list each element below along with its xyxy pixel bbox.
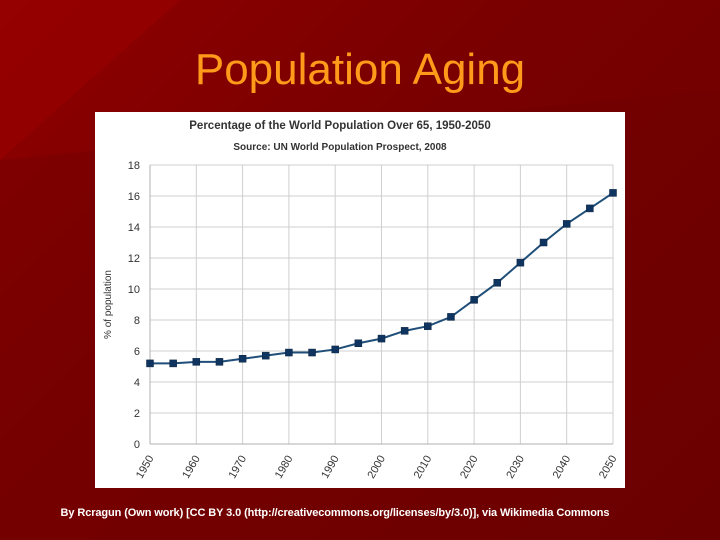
grid-lines <box>149 164 614 445</box>
chart-panel: Percentage of the World Population Over … <box>95 112 625 488</box>
x-tick-label: 1950 <box>134 454 157 481</box>
data-point <box>238 355 247 363</box>
chart-subtitle: Source: UN World Population Prospect, 20… <box>233 142 447 153</box>
y-tick-label: 10 <box>128 284 140 296</box>
y-tick-label: 12 <box>128 253 140 265</box>
data-point <box>562 220 571 228</box>
data-point <box>493 279 501 287</box>
x-tick-label: 2050 <box>597 454 620 481</box>
data-point <box>308 348 316 357</box>
y-tick-label: 18 <box>128 160 140 172</box>
data-point <box>354 339 363 347</box>
data-point <box>192 358 201 366</box>
line-chart: Percentage of the World Population Over … <box>103 120 620 481</box>
x-tick-label: 1970 <box>227 454 250 481</box>
data-point <box>586 204 594 213</box>
image-credit: By Rcragun (Own work) [CC BY 3.0 (http:/… <box>60 507 610 519</box>
data-point <box>400 327 409 335</box>
x-tick-label: 2030 <box>504 454 527 481</box>
chart-title: Percentage of the World Population Over … <box>189 120 490 132</box>
data-point <box>424 322 432 330</box>
data-point <box>609 189 617 197</box>
data-point <box>377 334 386 343</box>
x-tick-label: 2040 <box>551 454 574 481</box>
data-point <box>262 351 270 360</box>
y-tick-label: 6 <box>134 346 140 358</box>
x-tick-label: 2010 <box>412 454 435 481</box>
x-tick-label: 2000 <box>365 454 388 481</box>
data-point <box>169 359 177 368</box>
y-tick-label: 4 <box>134 377 140 389</box>
data-point <box>331 345 339 354</box>
data-point <box>447 313 455 321</box>
y-tick-label: 0 <box>134 439 140 451</box>
series-layer <box>146 189 617 368</box>
y-tick-label: 14 <box>128 222 140 234</box>
data-point <box>215 358 224 366</box>
x-tick-label: 1960 <box>180 454 203 481</box>
data-point <box>285 348 293 357</box>
data-point <box>146 359 154 368</box>
slide-title: Population Aging <box>194 45 526 94</box>
y-tick-label: 16 <box>128 191 140 203</box>
x-tick-label: 1980 <box>273 454 296 481</box>
data-point <box>516 258 525 267</box>
data-point <box>470 296 478 304</box>
y-tick-label: 2 <box>134 408 140 420</box>
y-tick-label: 8 <box>134 315 140 327</box>
data-point <box>539 238 548 247</box>
x-tick-label: 1990 <box>319 454 342 481</box>
y-axis-label: % of population <box>103 270 114 339</box>
x-tick-label: 2020 <box>458 454 481 481</box>
